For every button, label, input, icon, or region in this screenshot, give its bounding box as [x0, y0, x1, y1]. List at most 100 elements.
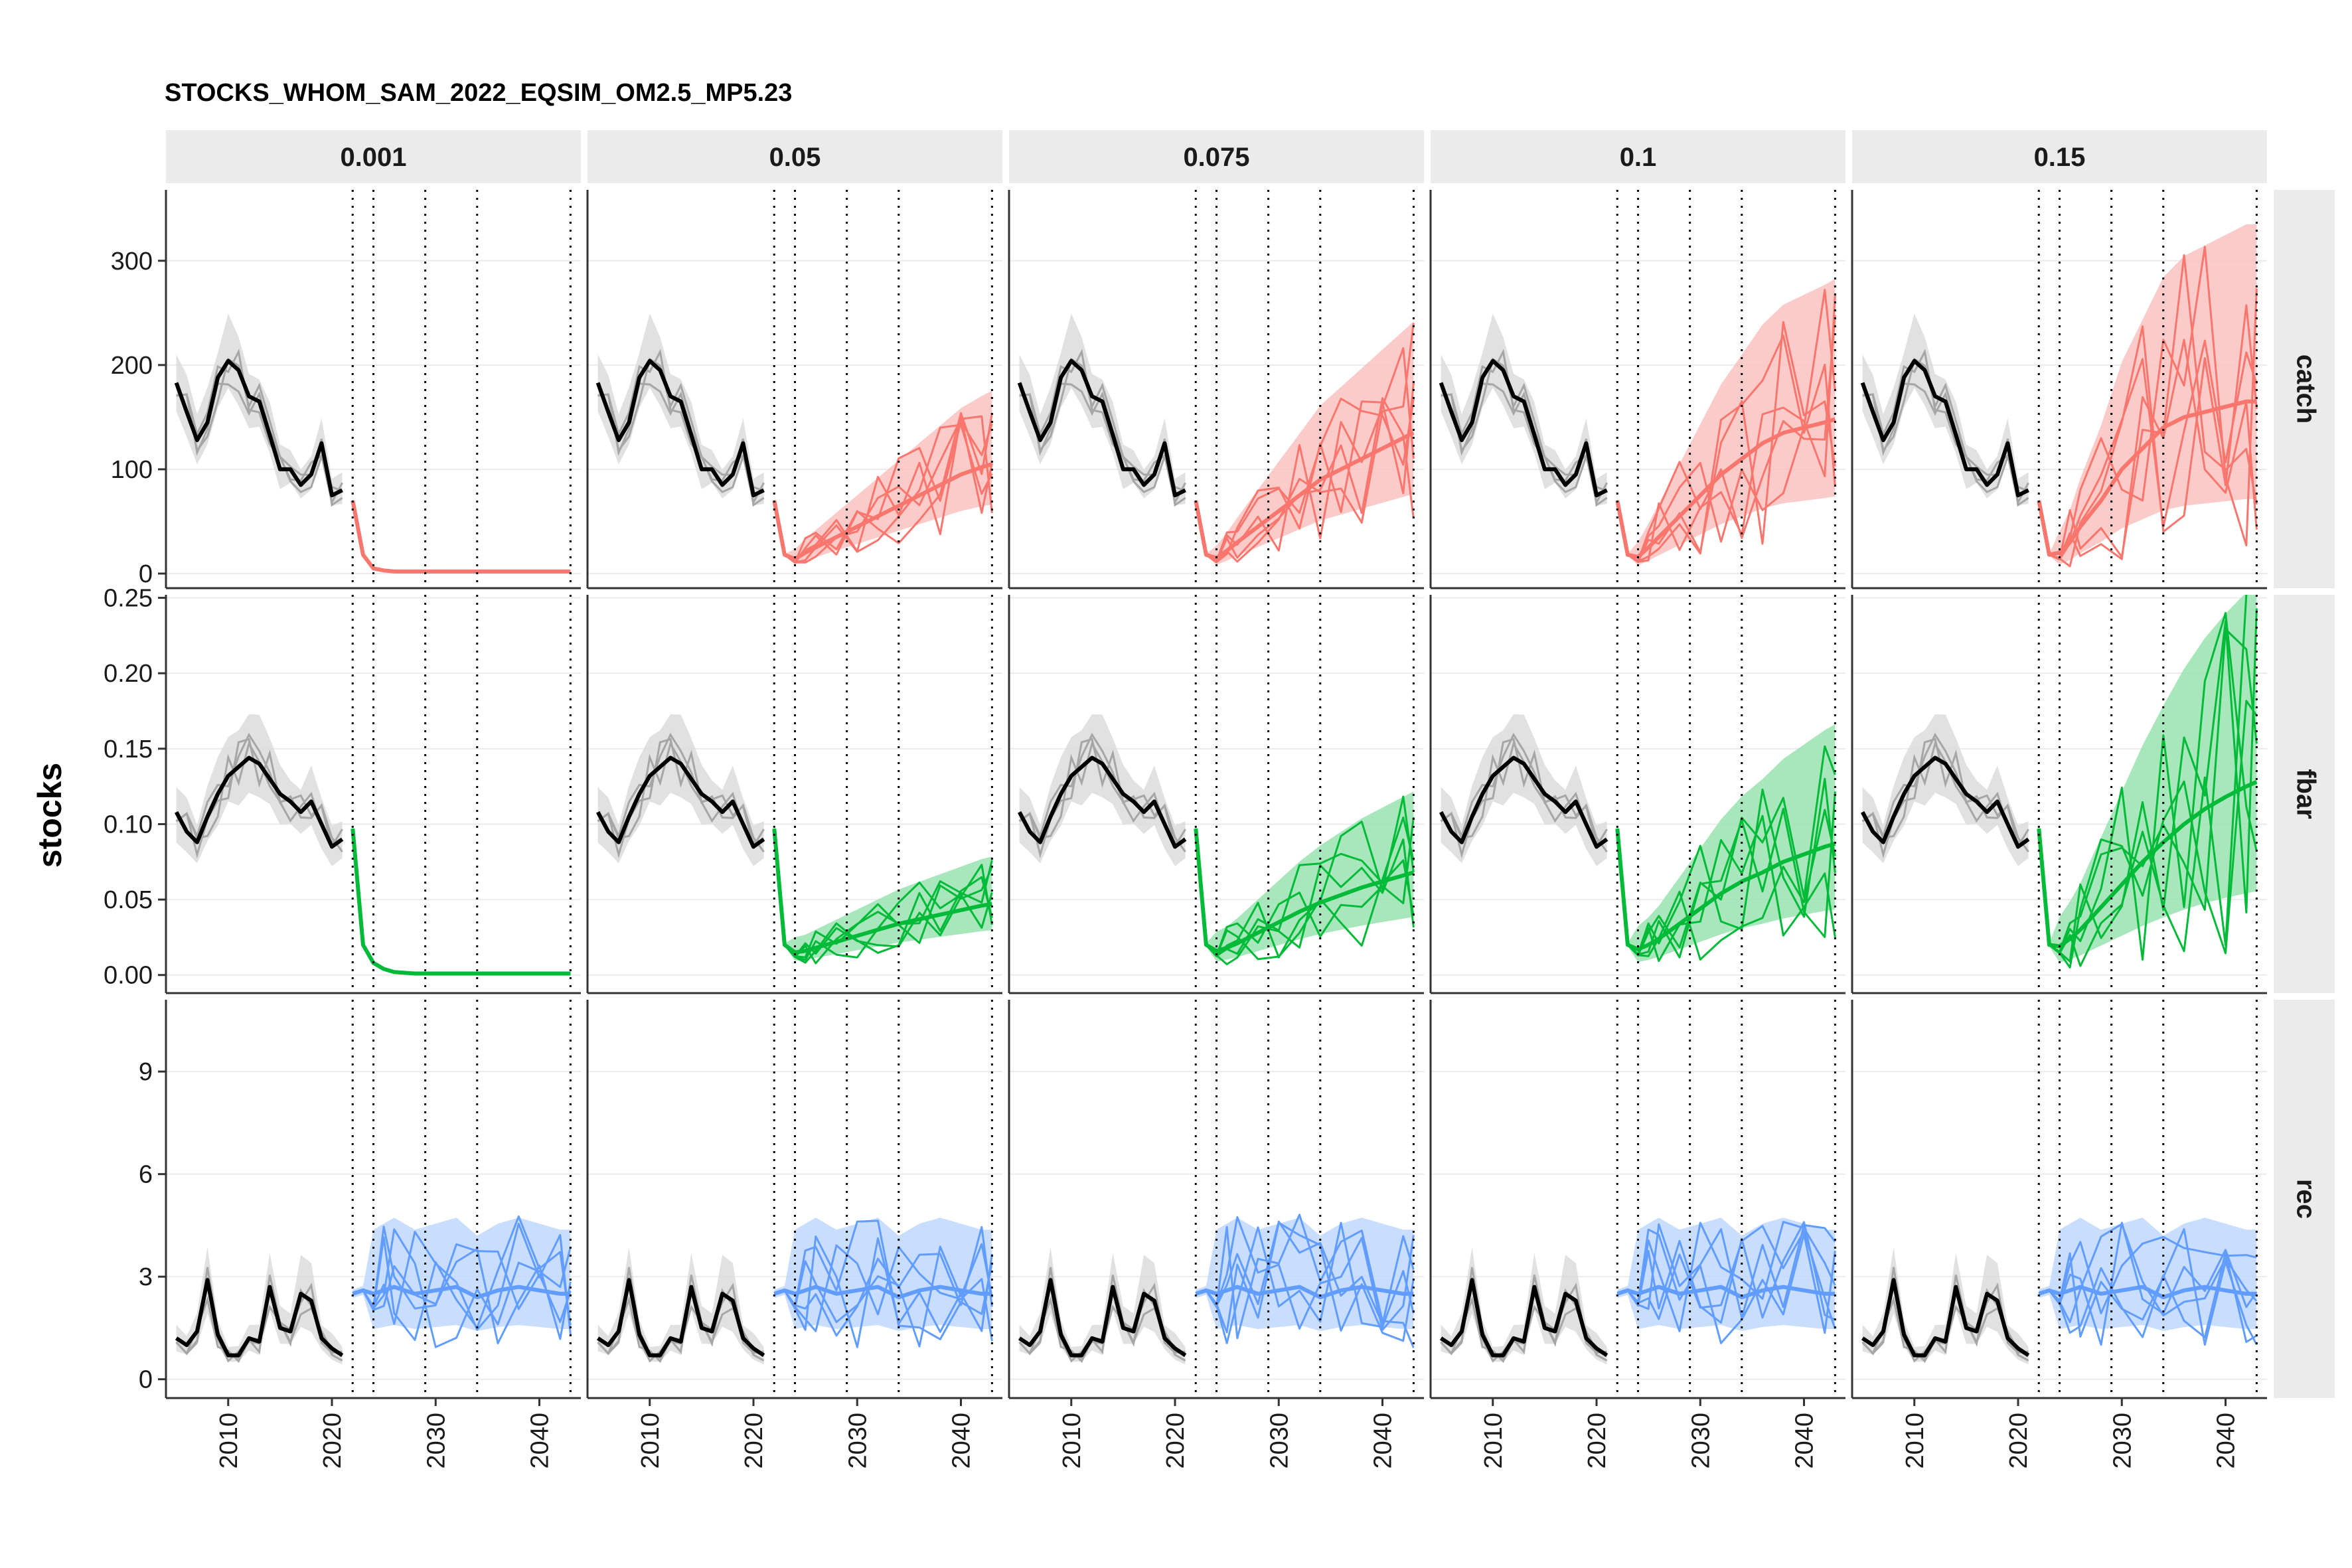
x-tick-label-2: 2030	[2108, 1413, 2136, 1469]
projection-iteration-3	[773, 828, 993, 958]
x-tick-label-1: 2020	[319, 1413, 347, 1469]
projection-median-line	[773, 1285, 992, 1300]
projection-band	[1617, 1217, 1836, 1332]
projection-median-line	[1194, 828, 1415, 953]
y-tick-label-3: 9	[139, 1058, 153, 1086]
history-median-line	[174, 755, 344, 849]
y-tick-label-2: 200	[111, 352, 153, 380]
projection-band	[1617, 724, 1836, 963]
panel-content	[1017, 313, 1415, 565]
row-strip-1	[2274, 595, 2335, 993]
projection-median-line	[351, 828, 571, 976]
history-iteration-1	[1861, 1275, 2029, 1364]
projection-median-line	[351, 500, 571, 574]
panel-fbar-0: 0.00 0.05 0.10 0.15 0.20 0.25	[104, 585, 581, 994]
projection-median-line	[1615, 417, 1836, 559]
projection-median-line	[772, 828, 992, 955]
projection-iteration-4	[352, 1222, 572, 1335]
y-tick-label-1: 3	[139, 1263, 153, 1291]
history-iteration-0	[597, 382, 765, 494]
panel-content	[1439, 714, 1836, 963]
history-median-line	[595, 358, 765, 498]
history-iteration-0	[1862, 382, 2029, 494]
facet-strip-3	[1431, 130, 1845, 183]
x-tick-label-3: 2040	[1791, 1413, 1819, 1469]
projection-iteration-3	[1195, 1216, 1415, 1331]
x-tick-label-0: 2010	[1480, 1413, 1508, 1469]
projection-median-line	[2038, 1285, 2257, 1300]
history-iteration-1	[1018, 1275, 1186, 1364]
panel-content	[1017, 714, 1415, 965]
facet-strip-4	[1852, 130, 2267, 183]
projection-median-line	[772, 462, 993, 561]
history-median-line	[1860, 358, 2029, 498]
history-iteration-0	[1441, 382, 1608, 494]
projection-band	[2039, 595, 2257, 963]
panel-fbar-1	[586, 595, 1002, 994]
panel-rec-2: 2010 2020 2030 2040	[1008, 1000, 1424, 1469]
history-band	[1862, 714, 2029, 866]
projection-band	[774, 1217, 992, 1332]
projection-median-line	[1194, 431, 1415, 560]
facet-strip-0	[166, 130, 581, 183]
x-tick-label-1: 2020	[1162, 1413, 1190, 1469]
y-tick-label-0: 0	[139, 1366, 153, 1394]
panel-fbar-2	[1008, 595, 1424, 994]
panel-content	[1439, 279, 1836, 566]
history-median-line	[1860, 755, 2030, 849]
projection-iteration-3	[2037, 608, 2258, 963]
x-tick-label-2: 2030	[1265, 1413, 1293, 1469]
panel-rec-4: 2010 2020 2030 2040	[1851, 1000, 2267, 1469]
projection-median-line	[2037, 780, 2258, 949]
panel-content	[1018, 1214, 1415, 1365]
panel-content	[595, 714, 993, 965]
projection-median-line	[2037, 399, 2257, 557]
panel-content	[1860, 595, 2258, 969]
history-median-line	[596, 1278, 765, 1358]
projection-iteration-4	[773, 828, 993, 959]
projection-median-line	[1616, 1285, 1836, 1300]
history-median-line	[1439, 755, 1608, 849]
x-tick-label-2: 2030	[1687, 1413, 1715, 1469]
y-tick-label-2: 0.10	[104, 811, 153, 838]
panel-content	[595, 313, 993, 565]
projection-median-line	[1615, 828, 1836, 952]
history-band	[597, 714, 764, 866]
history-band	[1019, 313, 1186, 506]
projection-iteration-3	[2038, 1223, 2258, 1324]
y-tick-label-0: 0.00	[104, 962, 153, 990]
y-tick-label-3: 0.15	[104, 736, 153, 763]
panel-catch-2	[1008, 190, 1424, 589]
history-median-line	[1018, 1278, 1187, 1358]
row-strip-2	[2274, 1000, 2335, 1398]
panel-rec-3: 2010 2020 2030 2040	[1429, 1000, 1845, 1469]
facet-label-4: 0.15	[2034, 143, 2086, 172]
y-tick-label-3: 300	[111, 248, 153, 275]
panel-content	[1439, 1217, 1836, 1365]
history-iteration-0	[1019, 382, 1186, 494]
projection-iteration-4	[773, 1225, 993, 1337]
facet-label-1: 0.05	[769, 143, 821, 172]
row-label-1: fbar	[2291, 769, 2320, 819]
panel-catch-0: 0 100 200 300	[111, 190, 581, 589]
projection-iteration-4	[1194, 828, 1415, 965]
projection-median-line	[1195, 1285, 1414, 1300]
history-band	[176, 714, 343, 866]
history-band	[1441, 714, 1607, 866]
y-tick-label-5: 0.25	[104, 585, 153, 613]
history-median-line	[175, 1278, 344, 1358]
row-strip-0	[2274, 190, 2335, 588]
x-tick-label-0: 2010	[1901, 1413, 1929, 1469]
x-tick-label-3: 2040	[948, 1413, 976, 1469]
projection-iteration-4	[773, 424, 993, 564]
x-tick-label-2: 2030	[844, 1413, 872, 1469]
x-tick-label-0: 2010	[1058, 1413, 1086, 1469]
panel-content	[1860, 224, 2258, 568]
projection-iteration-4	[1616, 1228, 1836, 1344]
x-tick-label-1: 2020	[740, 1413, 768, 1469]
history-band	[597, 313, 764, 506]
row-label-2: rec	[2291, 1179, 2320, 1219]
y-axis-title: stocks	[31, 763, 68, 868]
facet-strip-1	[588, 130, 1002, 183]
